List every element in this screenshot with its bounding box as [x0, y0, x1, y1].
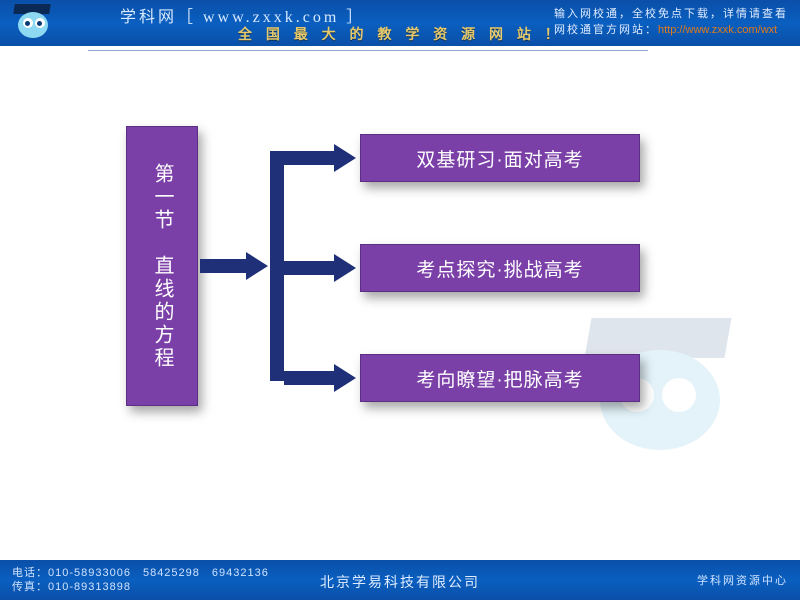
section-title-text: 第一节 直线的方程: [146, 163, 178, 370]
footer-banner: 电话：010-58933006 58425298 69432136 传真：010…: [0, 560, 800, 600]
bracket-diagram: 第一节 直线的方程 双基研习·面对高考考点探究·挑战高考考向瞭望·把脉高考: [0, 46, 800, 560]
arrow-branch-2-stem: [284, 261, 334, 275]
footer-company: 北京学易科技有限公司: [0, 572, 800, 592]
header-right-url[interactable]: http://www.zxxk.com/wxt: [658, 24, 777, 36]
topic-box-1: 双基研习·面对高考: [360, 134, 640, 182]
footer-right: 学科网资源中心: [697, 572, 788, 588]
arrow-trunk-stem: [200, 259, 246, 273]
arrow-branch-1-stem: [284, 151, 334, 165]
arrow-branch-1-head-icon: [334, 144, 356, 172]
arrow-spine: [270, 151, 284, 381]
mascot-icon: [6, 2, 60, 44]
arrow-branch-3-stem: [284, 371, 334, 385]
header-banner: 学科网［ www.zxxk.com ］ 全 国 最 大 的 教 学 资 源 网 …: [0, 0, 800, 46]
arrow-trunk-head-icon: [246, 252, 268, 280]
header-right-line2-label: 网校通官方网站：: [554, 24, 658, 36]
topic-box-2: 考点探究·挑战高考: [360, 244, 640, 292]
arrow-branch-2-head-icon: [334, 254, 356, 282]
section-title-box: 第一节 直线的方程: [126, 126, 198, 406]
site-tagline: 全 国 最 大 的 教 学 资 源 网 站 ！: [238, 24, 564, 44]
header-right-line1: 输入网校通，全校免点下载，详情请查看: [554, 6, 788, 22]
topic-box-3: 考向瞭望·把脉高考: [360, 354, 640, 402]
header-right-text: 输入网校通，全校免点下载，详情请查看 网校通官方网站：http://www.zx…: [554, 6, 788, 38]
arrow-branch-3-head-icon: [334, 364, 356, 392]
